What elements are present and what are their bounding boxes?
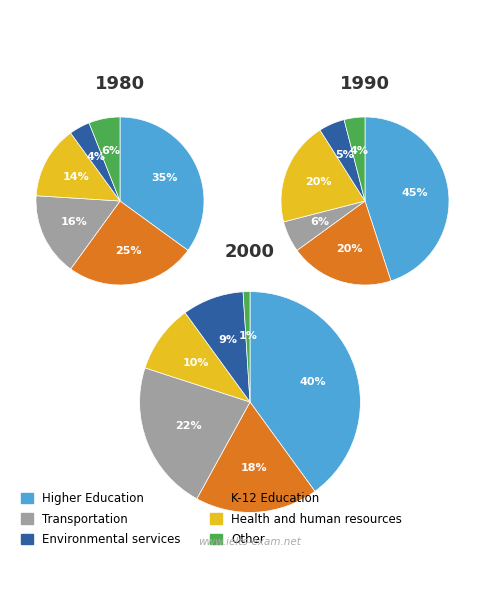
Text: 5%: 5% bbox=[336, 150, 354, 160]
Wedge shape bbox=[284, 201, 365, 250]
Text: 6%: 6% bbox=[310, 217, 329, 227]
Text: 4%: 4% bbox=[86, 152, 105, 162]
Wedge shape bbox=[185, 292, 250, 402]
Title: 1980: 1980 bbox=[95, 75, 145, 93]
Legend: Higher Education, Transportation, Environmental services, K-12 Education, Health: Higher Education, Transportation, Enviro… bbox=[21, 492, 402, 546]
Wedge shape bbox=[197, 402, 315, 512]
Wedge shape bbox=[297, 201, 391, 285]
Wedge shape bbox=[320, 119, 365, 201]
Text: 9%: 9% bbox=[218, 335, 237, 344]
Text: 40%: 40% bbox=[300, 377, 326, 386]
Text: 10%: 10% bbox=[183, 358, 210, 368]
Wedge shape bbox=[145, 313, 250, 402]
Wedge shape bbox=[70, 201, 188, 285]
Wedge shape bbox=[281, 130, 365, 222]
Text: 1%: 1% bbox=[238, 331, 258, 341]
Wedge shape bbox=[140, 368, 250, 499]
Wedge shape bbox=[89, 117, 120, 201]
Text: 16%: 16% bbox=[61, 217, 88, 227]
Title: 2000: 2000 bbox=[225, 243, 275, 261]
Text: 45%: 45% bbox=[402, 188, 428, 198]
Wedge shape bbox=[365, 117, 449, 281]
Wedge shape bbox=[344, 117, 365, 201]
Wedge shape bbox=[120, 117, 204, 250]
Text: 4%: 4% bbox=[349, 146, 368, 156]
Text: 18%: 18% bbox=[241, 463, 268, 473]
Text: 35%: 35% bbox=[152, 173, 178, 183]
Text: 14%: 14% bbox=[62, 172, 89, 182]
Wedge shape bbox=[36, 196, 120, 269]
Title: 1990: 1990 bbox=[340, 75, 390, 93]
Text: 20%: 20% bbox=[305, 178, 332, 187]
Wedge shape bbox=[243, 292, 250, 402]
Text: 25%: 25% bbox=[114, 246, 141, 256]
Text: 6%: 6% bbox=[101, 146, 120, 157]
Wedge shape bbox=[250, 292, 360, 491]
Text: www.ielts-exam.net: www.ielts-exam.net bbox=[198, 537, 302, 547]
Wedge shape bbox=[36, 133, 120, 201]
Wedge shape bbox=[70, 123, 120, 201]
Text: 22%: 22% bbox=[175, 421, 202, 431]
Text: 20%: 20% bbox=[336, 244, 362, 254]
